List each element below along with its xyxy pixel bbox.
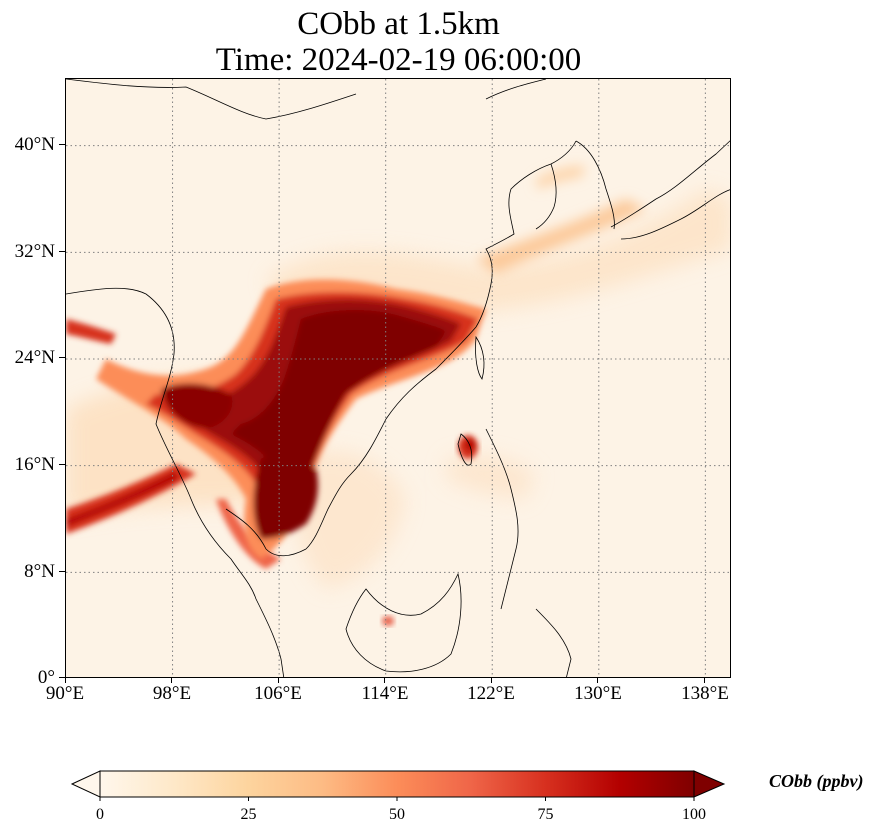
coastlines xyxy=(66,79,730,677)
x-tick-label-130e: 130°E xyxy=(574,683,622,704)
y-tick-mark xyxy=(59,464,65,465)
plume-korea-japan xyxy=(476,166,646,274)
colorbar xyxy=(70,770,726,801)
y-tick-label-24n: 24°N xyxy=(14,347,55,368)
y-tick-mark xyxy=(59,251,65,252)
hotspot-borneo xyxy=(382,616,394,626)
x-tick-mark xyxy=(278,678,279,683)
map-plot-area[interactable] xyxy=(65,78,731,678)
colorbar-tick-25: 25 xyxy=(240,806,257,823)
x-tick-mark xyxy=(65,678,66,683)
y-tick-label-0: 0° xyxy=(37,667,55,688)
y-tick-label-16n: 16°N xyxy=(14,454,55,475)
colorbar-max-extend-arrow xyxy=(693,770,726,798)
gridlines xyxy=(66,79,730,677)
x-tick-mark xyxy=(171,678,172,683)
x-tick-label-138e: 138°E xyxy=(681,683,729,704)
colorbar-tick-75: 75 xyxy=(537,806,554,823)
x-tick-label-122e: 122°E xyxy=(467,683,515,704)
y-tick-label-32n: 32°N xyxy=(14,241,55,262)
y-tick-mark xyxy=(59,357,65,358)
colorbar-gradient xyxy=(99,770,695,798)
hotspot-luzon xyxy=(458,435,478,459)
x-tick-mark xyxy=(384,678,385,683)
plume-main xyxy=(66,279,486,559)
y-tick-mark xyxy=(59,144,65,145)
colorbar-label: CObb (ppbv) xyxy=(769,771,864,791)
chart-title: CObb at 1.5km xyxy=(297,6,500,42)
colorbar-tick-0: 0 xyxy=(96,806,104,823)
x-tick-label-106e: 106°E xyxy=(254,683,302,704)
x-tick-label-114e: 114°E xyxy=(361,683,409,704)
colorbar-min-extend-arrow xyxy=(70,770,101,798)
x-tick-mark xyxy=(491,678,492,683)
co-concentration-map xyxy=(66,79,730,677)
y-tick-label-8n: 8°N xyxy=(24,561,55,582)
y-tick-mark xyxy=(59,677,65,678)
colorbar-tick-50: 50 xyxy=(389,806,405,823)
x-tick-mark xyxy=(704,678,705,683)
y-tick-mark xyxy=(59,571,65,572)
x-tick-mark xyxy=(597,678,598,683)
x-tick-label-90e: 90°E xyxy=(45,683,85,704)
colorbar-tick-100: 100 xyxy=(682,806,706,823)
y-tick-label-40n: 40°N xyxy=(14,134,55,155)
x-tick-label-98e: 98°E xyxy=(152,683,192,704)
chart-subtitle-time: Time: 2024-02-19 06:00:00 xyxy=(215,42,582,78)
